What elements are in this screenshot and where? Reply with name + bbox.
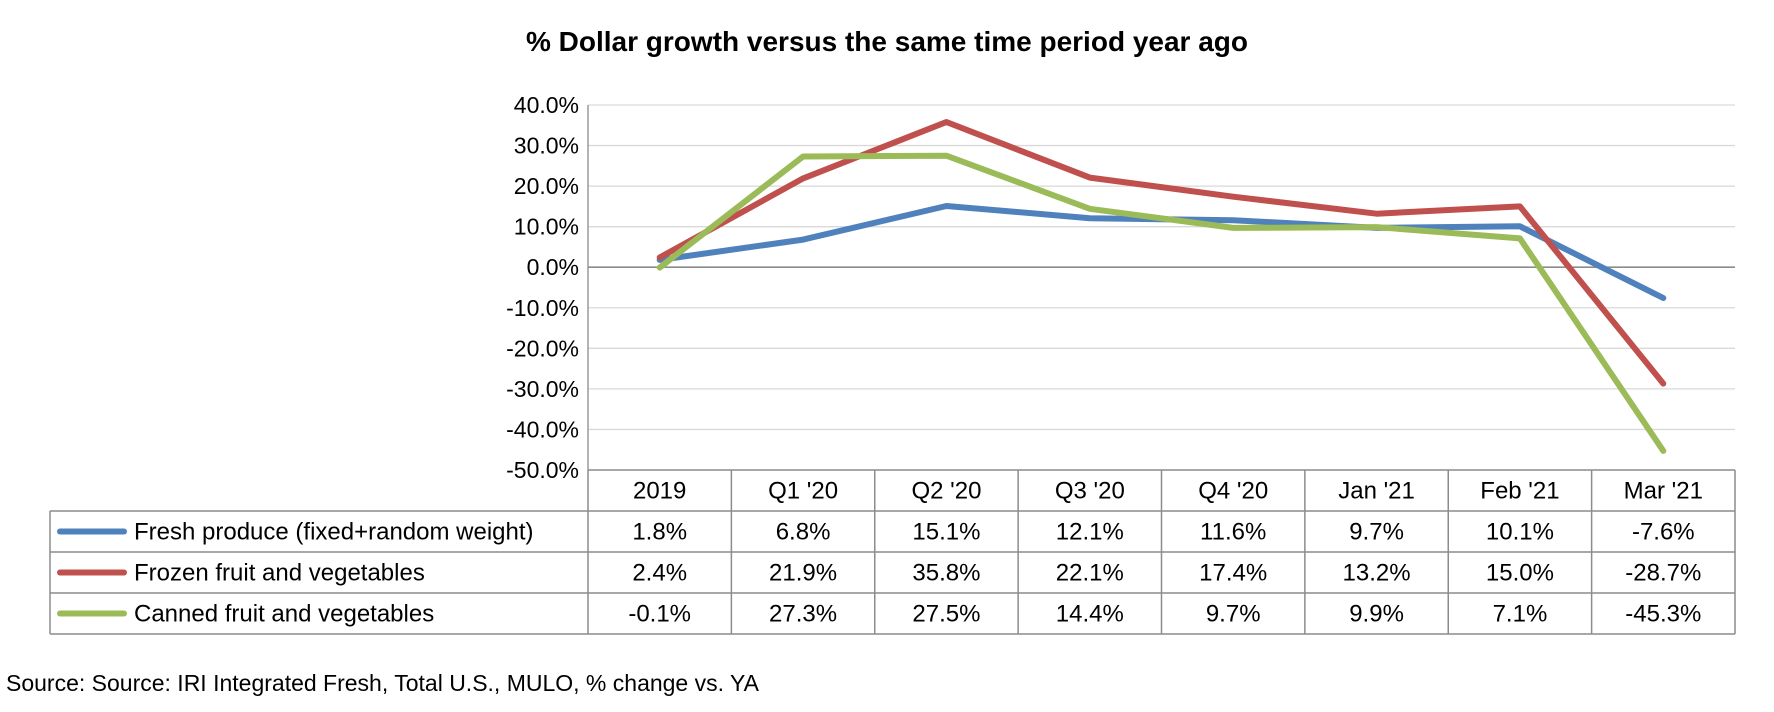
data-label: 27.3% [769, 601, 837, 628]
y-tick-label: -40.0% [506, 416, 579, 442]
category-label: Mar '21 [1624, 478, 1703, 505]
data-label: 2.4% [632, 560, 687, 587]
y-axis-tick-labels: 40.0% 30.0% 20.0% 10.0% 0.0% -10.0% -20.0% -30.… [506, 92, 579, 483]
data-label: 9.7% [1349, 519, 1404, 546]
data-label: 21.9% [769, 560, 837, 587]
legend-series-name: Frozen fruit and vegetables [134, 560, 425, 587]
data-label: 17.4% [1199, 560, 1267, 587]
data-label: 11.6% [1200, 519, 1266, 546]
series-lines [656, 119, 1667, 454]
data-label: 6.8% [776, 519, 831, 546]
data-label: -45.3% [1625, 601, 1701, 628]
data-label: 7.1% [1493, 601, 1548, 628]
y-tick-label: 40.0% [514, 92, 579, 118]
y-tick-label: 30.0% [514, 133, 579, 159]
category-label: Jan '21 [1338, 478, 1415, 505]
data-label: 13.2% [1343, 560, 1411, 587]
data-label: 35.8% [912, 560, 980, 587]
category-label: Q1 '20 [768, 478, 838, 505]
category-label: 2019 [633, 478, 686, 505]
data-label: 14.4% [1056, 601, 1124, 628]
y-tick-label: 0.0% [527, 254, 579, 280]
series-line [656, 152, 1667, 454]
data-label: 1.8% [632, 519, 687, 546]
data-label: -7.6% [1632, 519, 1695, 546]
gridlines [587, 104, 1735, 470]
chart-title: % Dollar growth versus the same time per… [526, 26, 1248, 57]
data-table: 2019 Q1 '20 Q2 '20 Q3 '20 Q4 '20 Jan '21 Feb '… [49, 469, 1736, 635]
data-label: 22.1% [1056, 560, 1124, 587]
y-tick-label: -20.0% [506, 335, 579, 361]
data-label: -28.7% [1625, 560, 1701, 587]
data-label: 9.7% [1206, 601, 1261, 628]
y-tick-label: 20.0% [514, 173, 579, 199]
y-tick-label: 10.0% [514, 214, 579, 240]
category-label: Feb '21 [1480, 478, 1559, 505]
data-label: 12.1% [1056, 519, 1124, 546]
category-label: Q2 '20 [911, 478, 981, 505]
data-label: 27.5% [912, 601, 980, 628]
legend-series-name: Fresh produce (fixed+random weight) [134, 519, 534, 546]
data-label: 15.1% [912, 519, 980, 546]
series-line [656, 119, 1667, 387]
category-label: Q3 '20 [1055, 478, 1125, 505]
y-tick-label: -50.0% [506, 457, 579, 483]
source-note: Source: Source: IRI Integrated Fresh, To… [6, 670, 759, 696]
data-label: 9.9% [1349, 601, 1404, 628]
y-tick-label: -30.0% [506, 376, 579, 402]
y-tick-label: -10.0% [506, 295, 579, 321]
category-label: Q4 '20 [1198, 478, 1268, 505]
data-label: -0.1% [628, 601, 691, 628]
data-label: 10.1% [1486, 519, 1554, 546]
data-label: 15.0% [1486, 560, 1554, 587]
legend-series-name: Canned fruit and vegetables [134, 601, 434, 628]
